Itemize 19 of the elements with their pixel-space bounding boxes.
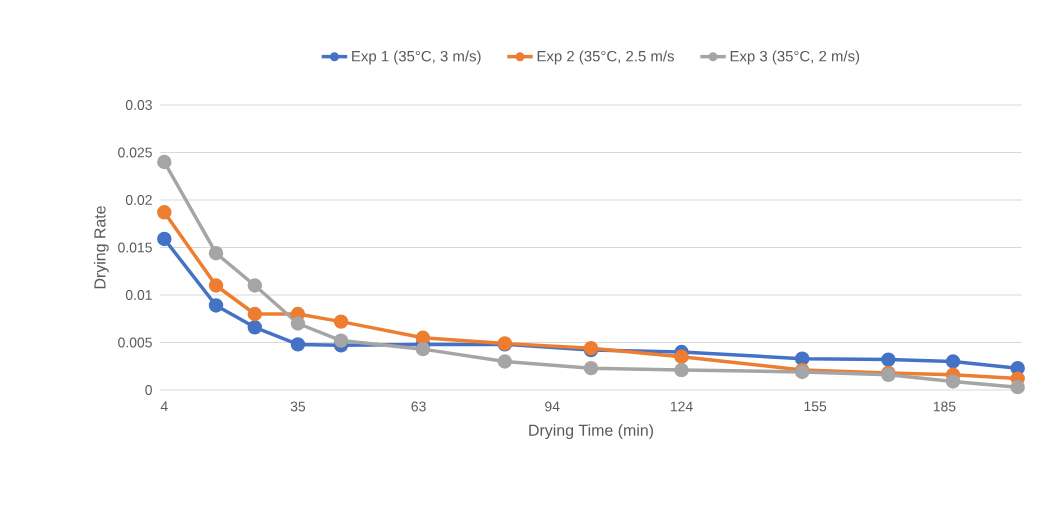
legend-label: Exp 2 (35°C, 2.5 m/s bbox=[537, 50, 674, 65]
x-tick-label: 155 bbox=[804, 401, 827, 412]
x-tick-label: 4 bbox=[160, 401, 168, 412]
legend-label: Exp 3 (35°C, 2 m/s) bbox=[730, 50, 860, 65]
y-tick-label: 0.03 bbox=[125, 100, 152, 110]
y-axis-title: Drying Rate bbox=[93, 206, 109, 289]
x-axis-title: Drying Time (min) bbox=[529, 424, 654, 440]
y-tick-label: 0 bbox=[145, 385, 152, 395]
legend-label: Exp 1 (35°C, 3 m/s) bbox=[352, 50, 481, 65]
x-tick-label: 63 bbox=[411, 401, 426, 412]
y-tick-label: 0.01 bbox=[125, 290, 152, 300]
y-tick-label: 0.015 bbox=[118, 242, 152, 253]
y-tick-label: 0.02 bbox=[125, 195, 152, 205]
x-tick-label: 185 bbox=[933, 401, 956, 412]
y-tick-label: 0.005 bbox=[118, 337, 152, 348]
x-tick-label: 35 bbox=[290, 401, 306, 412]
x-tick-label: 124 bbox=[670, 401, 693, 412]
y-tick-label: 0.025 bbox=[118, 147, 152, 158]
x-tick-label: 94 bbox=[545, 401, 560, 412]
